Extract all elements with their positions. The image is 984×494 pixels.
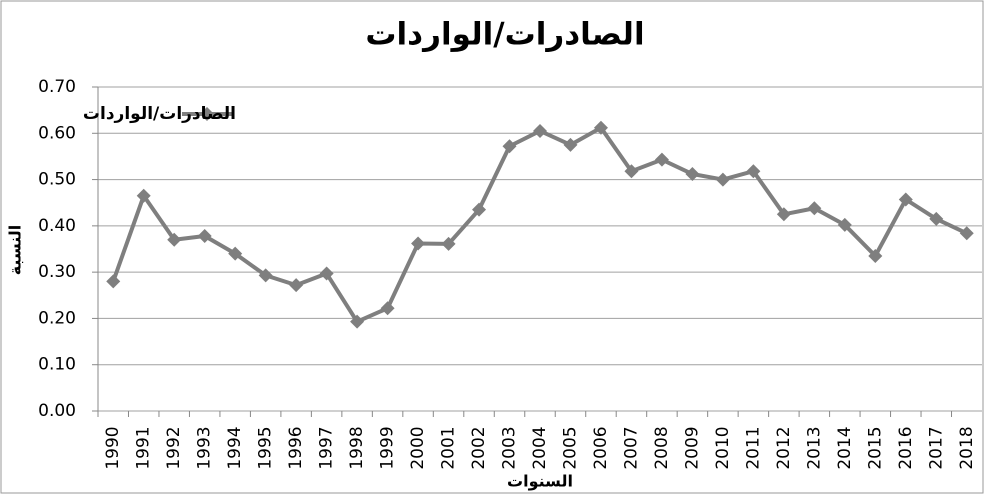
x-tick-label: 1999 — [378, 426, 398, 469]
x-tick-label: 1997 — [317, 426, 337, 469]
x-tick-label: 2012 — [774, 426, 794, 469]
x-tick-label: 1995 — [256, 426, 276, 469]
point-marker — [563, 137, 578, 152]
point-marker — [228, 246, 243, 261]
y-tick-label: 0.30 — [38, 262, 76, 282]
point-marker — [929, 211, 944, 226]
x-tick-label: 1996 — [286, 426, 306, 469]
point-marker — [533, 123, 547, 138]
point-marker — [441, 236, 456, 251]
x-tick-label: 1990 — [103, 426, 123, 469]
x-tick-label: 2007 — [621, 426, 641, 469]
y-tick-label: 0.00 — [38, 401, 76, 421]
point-marker — [776, 207, 791, 222]
point-marker — [898, 192, 913, 207]
point-marker — [258, 268, 273, 283]
x-tick-label: 1994 — [225, 426, 245, 469]
x-tick-label: 1991 — [134, 426, 154, 469]
point-marker — [380, 301, 395, 316]
x-tick-label: 1993 — [195, 426, 215, 469]
x-tick-label: 2010 — [713, 426, 733, 469]
x-tick-label: 2002 — [469, 426, 489, 469]
point-marker — [685, 167, 700, 182]
point-marker — [350, 314, 365, 329]
point-marker — [472, 202, 487, 217]
point-marker — [868, 248, 883, 263]
x-axis-label: السنوات — [507, 472, 573, 491]
point-marker — [319, 266, 334, 281]
point-marker — [624, 164, 639, 179]
chart-title: الصادرات/الواردات — [365, 17, 644, 53]
legend-label: الصادرات/الواردات — [83, 104, 236, 124]
y-tick-label: 0.60 — [38, 123, 76, 143]
y-tick-label: 0.10 — [38, 355, 76, 375]
x-tick-label: 2000 — [408, 426, 428, 469]
point-marker — [411, 236, 426, 251]
point-marker — [289, 278, 304, 293]
x-tick-label: 1992 — [164, 426, 184, 469]
x-tick-label: 2013 — [804, 426, 824, 469]
x-tick-label: 2016 — [896, 426, 916, 469]
x-tick-label: 2015 — [865, 426, 885, 469]
y-tick-label: 0.40 — [38, 216, 76, 236]
point-marker — [746, 164, 761, 179]
y-tick-label: 0.50 — [38, 170, 76, 190]
point-marker — [837, 217, 852, 232]
point-marker — [106, 274, 121, 289]
point-marker — [593, 120, 608, 135]
y-tick-label: 0.20 — [38, 308, 76, 328]
x-tick-label: 2008 — [652, 426, 672, 469]
legend-marker — [200, 107, 214, 121]
x-tick-label: 2017 — [926, 426, 946, 469]
x-tick-label: 2005 — [560, 426, 580, 469]
x-tick-label: 2011 — [743, 426, 763, 469]
x-tick-label: 2004 — [530, 426, 550, 469]
x-tick-label: 2001 — [439, 426, 459, 469]
point-marker — [502, 139, 517, 154]
x-tick-label: 1998 — [347, 426, 367, 469]
point-marker — [654, 152, 669, 167]
x-tick-label: 2003 — [500, 426, 520, 469]
x-tick-label: 2006 — [591, 426, 611, 469]
point-marker — [167, 232, 182, 247]
x-tick-label: 2009 — [682, 426, 702, 469]
x-tick-label: 2018 — [957, 426, 977, 469]
point-marker — [959, 226, 974, 241]
point-marker — [807, 201, 822, 216]
y-axis-label: النسبة — [6, 225, 25, 276]
point-marker — [715, 172, 730, 187]
x-tick-label: 2014 — [835, 426, 855, 469]
point-marker — [197, 229, 212, 244]
y-tick-label: 0.70 — [38, 77, 76, 97]
point-marker — [136, 188, 151, 203]
